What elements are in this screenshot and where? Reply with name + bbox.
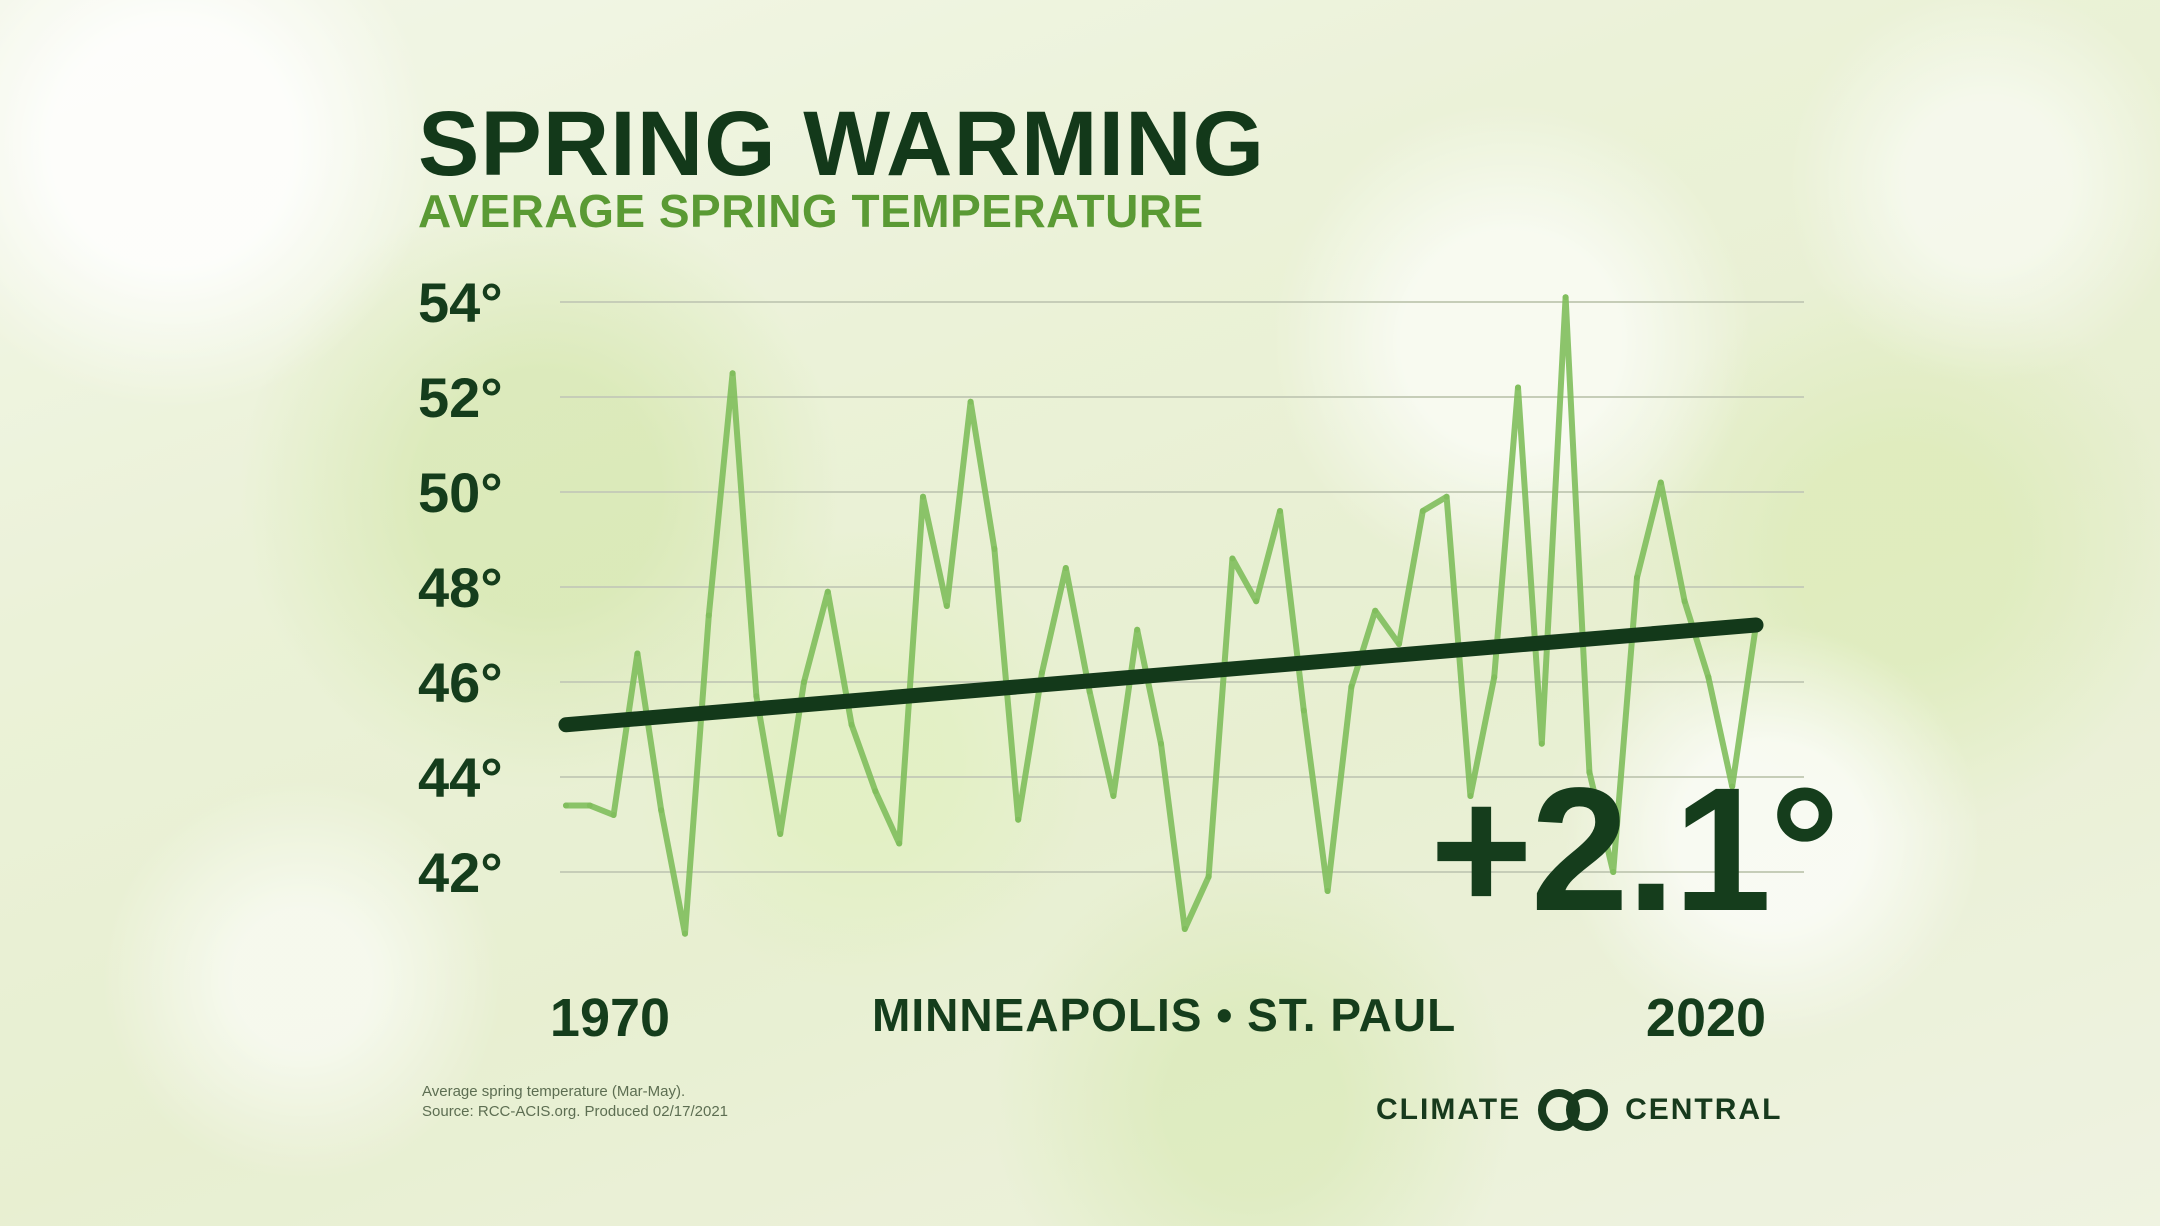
data-point-1982 bbox=[848, 721, 855, 728]
footnote-line-2: Source: RCC-ACIS.org. Produced 02/17/202… bbox=[422, 1102, 728, 1120]
data-point-2013 bbox=[1586, 769, 1593, 776]
change-annotation: +2.1° bbox=[1430, 752, 1840, 948]
data-point-1996 bbox=[1181, 926, 1188, 932]
data-point-1994 bbox=[1134, 626, 1141, 633]
data-point-1989 bbox=[1015, 816, 1022, 823]
data-series bbox=[563, 294, 1759, 937]
data-point-2000 bbox=[1277, 508, 1283, 514]
data-point-2014 bbox=[1610, 869, 1617, 875]
trend-line bbox=[558, 617, 1764, 733]
data-point-1995 bbox=[1158, 740, 1164, 747]
data-point-1978 bbox=[753, 693, 760, 700]
data-point-1975 bbox=[682, 930, 688, 937]
y-tick-label-46: 46° bbox=[418, 651, 503, 714]
brand-left-word: CLIMATE bbox=[1376, 1093, 1522, 1126]
brand-logo: CLIMATE CENTRAL bbox=[1376, 1088, 1782, 1132]
data-point-1976 bbox=[705, 612, 712, 619]
y-tick-label-54: 54° bbox=[418, 271, 503, 334]
climate-central-logo-icon bbox=[1538, 1089, 1609, 1131]
data-point-2011 bbox=[1538, 740, 1545, 747]
trend-line-group bbox=[558, 617, 1764, 733]
data-point-2015 bbox=[1634, 574, 1640, 581]
data-point-2006 bbox=[1419, 508, 1426, 514]
chart-title: SPRING WARMING bbox=[418, 93, 1266, 195]
data-point-1981 bbox=[824, 588, 831, 595]
data-point-1984 bbox=[896, 840, 903, 847]
data-point-1990 bbox=[1039, 669, 1045, 676]
y-tick-label-50: 50° bbox=[418, 461, 503, 524]
chart-subtitle: AVERAGE SPRING TEMPERATURE bbox=[418, 185, 1204, 237]
data-point-1997 bbox=[1205, 873, 1212, 880]
data-point-2009 bbox=[1491, 674, 1498, 681]
data-point-1991 bbox=[1062, 565, 1069, 571]
data-point-2010 bbox=[1515, 384, 1521, 391]
data-point-1983 bbox=[872, 788, 879, 795]
data-point-1977 bbox=[729, 370, 736, 377]
data-point-1985 bbox=[920, 493, 926, 500]
data-point-2019 bbox=[1729, 783, 1736, 790]
data-point-2008 bbox=[1467, 793, 1474, 799]
data-point-1974 bbox=[658, 807, 665, 814]
data-point-1979 bbox=[777, 831, 784, 837]
data-point-1998 bbox=[1229, 555, 1236, 562]
data-point-2003 bbox=[1348, 683, 1355, 690]
data-point-1973 bbox=[634, 650, 641, 657]
y-tick-label-42: 42° bbox=[418, 841, 503, 904]
y-tick-label-44: 44° bbox=[418, 746, 503, 809]
data-point-2017 bbox=[1681, 598, 1688, 605]
data-point-2007 bbox=[1443, 493, 1450, 500]
footnote-line-1: Average spring temperature (Mar-May). bbox=[422, 1083, 686, 1100]
y-axis-ticks: 54° 52° 50° 48° 46° 44° 42° bbox=[418, 271, 503, 904]
x-axis-ticks: 1970 2020 bbox=[550, 988, 1766, 1048]
data-point-1993 bbox=[1110, 793, 1117, 799]
data-point-1987 bbox=[967, 398, 974, 405]
data-point-2012 bbox=[1562, 294, 1569, 301]
data-point-2001 bbox=[1300, 707, 1307, 714]
data-point-1988 bbox=[991, 546, 998, 552]
data-point-2018 bbox=[1705, 674, 1712, 681]
data-point-1986 bbox=[943, 603, 950, 609]
data-point-1972 bbox=[610, 812, 617, 818]
gridlines bbox=[560, 301, 1804, 873]
location-label: MINNEAPOLIS • ST. PAUL bbox=[872, 989, 1457, 1041]
data-point-2005 bbox=[1396, 641, 1402, 647]
x-tick-label-1970: 1970 bbox=[550, 988, 670, 1048]
y-tick-label-48: 48° bbox=[418, 556, 503, 619]
data-point-1999 bbox=[1253, 598, 1260, 605]
data-point-1971 bbox=[586, 802, 593, 809]
footnote: Average spring temperature (Mar-May). So… bbox=[422, 1082, 728, 1121]
y-tick-label-52: 52° bbox=[418, 366, 503, 429]
data-point-2004 bbox=[1372, 607, 1379, 614]
data-point-1992 bbox=[1086, 688, 1093, 695]
data-point-1970 bbox=[563, 802, 569, 809]
data-point-2002 bbox=[1324, 888, 1331, 894]
data-point-1980 bbox=[801, 679, 807, 685]
brand-right-word: CENTRAL bbox=[1625, 1093, 1783, 1126]
data-point-2016 bbox=[1657, 479, 1664, 486]
x-tick-label-2020: 2020 bbox=[1646, 988, 1766, 1048]
